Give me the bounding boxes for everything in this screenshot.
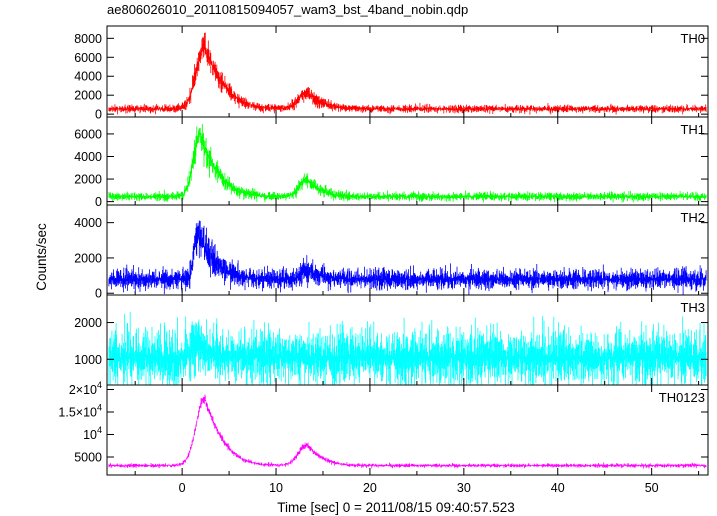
y-tick-exponent: 4 bbox=[97, 403, 102, 413]
series-th0 bbox=[108, 32, 707, 115]
series-th3 bbox=[108, 312, 707, 385]
y-tick-label: 1000 bbox=[74, 353, 102, 367]
x-tick-label: 10 bbox=[269, 481, 283, 495]
y-tick-label: 2×104 bbox=[69, 380, 102, 397]
y-tick-label: 104 bbox=[83, 425, 102, 442]
y-tick-label: 2000 bbox=[74, 251, 102, 265]
x-axis-ticks: 0 10 20 30 40 50 bbox=[179, 481, 659, 495]
y-tick-label: 4000 bbox=[74, 216, 102, 230]
panel-label-th0: TH0 bbox=[680, 31, 705, 46]
y-tick-label: 6000 bbox=[74, 51, 102, 65]
panel-stack: 0 2000 4000 6000 8000 TH0 0 2000 4000 6000 TH1 0 200… bbox=[58, 25, 709, 476]
y-tick-exponent: 4 bbox=[97, 425, 102, 435]
y-tick-label: 2000 bbox=[74, 316, 102, 330]
panel-th2: 0 2000 4000 TH2 bbox=[74, 204, 709, 301]
panel-label-th2: TH2 bbox=[680, 210, 705, 225]
y-tick-label: 5000 bbox=[74, 451, 102, 465]
y-tick-label: 1.5×104 bbox=[58, 403, 102, 420]
series-th1 bbox=[108, 123, 707, 203]
y-tick-exponent: 4 bbox=[97, 380, 102, 390]
y-axis-label: Counts/sec bbox=[34, 223, 49, 291]
panel-label-th3: TH3 bbox=[680, 300, 705, 315]
x-axis-label: Time [sec] 0 = 2011/08/15 09:40:57.523 bbox=[277, 500, 515, 515]
y-tick-label: 8000 bbox=[74, 32, 102, 46]
y-tick-label: 2000 bbox=[74, 173, 102, 187]
y-tick-label: 0 bbox=[95, 108, 102, 122]
panel-label-th0123: TH0123 bbox=[659, 390, 705, 405]
series-th2 bbox=[108, 220, 707, 295]
y-tick-label: 4000 bbox=[74, 70, 102, 84]
y-tick-label: 4000 bbox=[74, 150, 102, 164]
x-tick-label: 20 bbox=[363, 481, 377, 495]
chart-title: ae806026010_20110815094057_wam3_bst_4ban… bbox=[107, 2, 468, 17]
x-tick-label: 30 bbox=[457, 481, 471, 495]
panel-frame bbox=[106, 384, 709, 476]
panel-th0: 0 2000 4000 6000 8000 TH0 bbox=[74, 25, 709, 122]
y-tick-label: 0 bbox=[95, 287, 102, 301]
x-tick-label: 40 bbox=[551, 481, 565, 495]
panel-th1: 0 2000 4000 6000 TH1 bbox=[74, 116, 709, 209]
x-tick-label: 0 bbox=[179, 481, 186, 495]
y-tick-label: 2000 bbox=[74, 89, 102, 103]
x-tick-label: 50 bbox=[645, 481, 659, 495]
panel-th0123: 5000 104 1.5×104 2×104 TH0123 bbox=[58, 380, 709, 476]
series-th0123 bbox=[108, 394, 707, 469]
panel-label-th1: TH1 bbox=[680, 122, 705, 137]
y-tick-label: 6000 bbox=[74, 127, 102, 141]
y-tick-label: 0 bbox=[95, 195, 102, 209]
panel-th3: 1000 2000 TH3 bbox=[74, 294, 709, 386]
